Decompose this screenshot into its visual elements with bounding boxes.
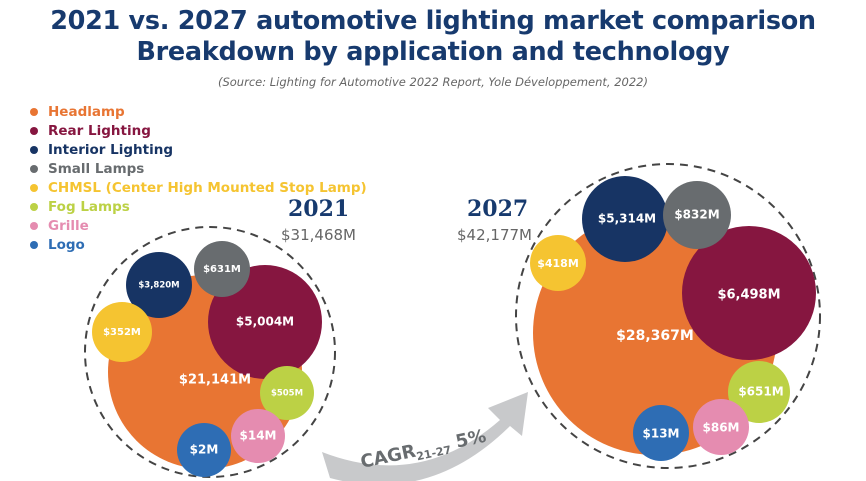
bubble-fog-2027: [728, 361, 790, 423]
bubble-value-label: $3,820M: [138, 281, 179, 291]
legend-item: Grille: [30, 216, 367, 235]
bubble-value-label: $6,498M: [717, 288, 780, 303]
bubble-value-label: $5,004M: [236, 315, 294, 329]
year-label-2027: 2027: [467, 196, 529, 222]
legend-dot: [30, 107, 38, 116]
legend-label: Headlamp: [48, 103, 125, 120]
bubble-fog-2021: [260, 366, 314, 420]
legend-item: Logo: [30, 235, 367, 254]
bubble-value-label: $418M: [537, 257, 579, 270]
bubble-value-label: $13M: [643, 427, 680, 441]
legend-label: Grille: [48, 217, 89, 234]
bubble-value-label: $505M: [271, 389, 303, 399]
legend-dot: [30, 240, 38, 249]
legend-item: Fog Lamps: [30, 197, 367, 216]
bubble-grille-2027: [693, 399, 749, 455]
chart-subtitle: Breakdown by application and technology: [136, 37, 730, 67]
bubble-value-label: $21,141M: [179, 373, 251, 388]
year-label-2021: 2021: [288, 196, 350, 222]
chart-title: 2021 vs. 2027 automotive lighting market…: [50, 6, 816, 36]
total-2027: $42,177M: [457, 226, 532, 244]
growth-arrow: [322, 392, 528, 481]
legend-label: Interior Lighting: [48, 141, 174, 158]
legend-dot: [30, 164, 38, 173]
source-note: (Source: Lighting for Automotive 2022 Re…: [217, 75, 648, 89]
bubble-rear-2027: [682, 226, 816, 360]
legend: Headlamp Rear Lighting Interior Lighting Sm…: [30, 102, 367, 254]
bubble-interior-2021: [126, 252, 192, 318]
bubble-interior-2027: [582, 176, 668, 262]
bubble-chmsl-2021: [92, 302, 152, 362]
legend-label: Small Lamps: [48, 160, 145, 177]
legend-label: Rear Lighting: [48, 122, 151, 139]
bubble-value-label: $2M: [190, 443, 219, 457]
legend-dot: [30, 126, 38, 135]
outer-ring-2027: [515, 163, 821, 469]
legend-label: CHMSL (Center High Mounted Stop Lamp): [48, 179, 367, 196]
bubble-value-label: $14M: [240, 429, 277, 443]
bubble-small-2021: [194, 241, 250, 297]
bubble-small-2027: [663, 181, 731, 249]
legend-item: Small Lamps: [30, 159, 367, 178]
bubble-value-label: $352M: [103, 327, 141, 338]
total-2021: $31,468M: [281, 226, 356, 244]
bubble-value-label: $28,367M: [616, 328, 694, 344]
bubble-value-label: $5,314M: [598, 212, 656, 226]
legend-item: Rear Lighting: [30, 121, 367, 140]
outer-ring-2021: [84, 226, 336, 478]
bubble-value-label: $86M: [703, 421, 740, 435]
bubble-rear-2021: [208, 265, 322, 379]
legend-item: Interior Lighting: [30, 140, 367, 159]
bubble-value-label: $631M: [203, 264, 241, 275]
legend-dot: [30, 202, 38, 211]
bubble-chmsl-2027: [530, 235, 586, 291]
bubble-logo-2021: [177, 423, 231, 477]
legend-item: Headlamp: [30, 102, 367, 121]
bubble-value-label: $651M: [738, 385, 783, 399]
legend-label: Fog Lamps: [48, 198, 130, 215]
bubble-grille-2021: [231, 409, 285, 463]
legend-label: Logo: [48, 236, 85, 253]
legend-dot: [30, 145, 38, 154]
legend-item: CHMSL (Center High Mounted Stop Lamp): [30, 178, 367, 197]
bubble-value-label: $832M: [674, 208, 719, 222]
bubble-logo-2027: [633, 405, 689, 461]
legend-dot: [30, 221, 38, 230]
legend-dot: [30, 183, 38, 192]
